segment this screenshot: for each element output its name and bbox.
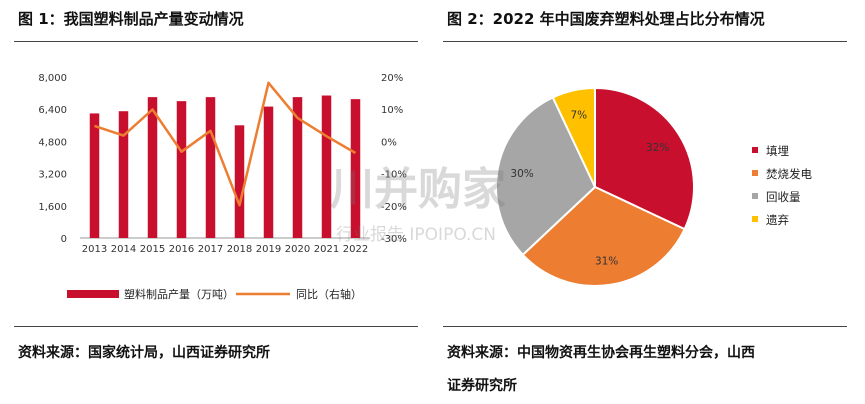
right-chart-source-line1: 资料来源：中国物资再生协会再生塑料分会，山西 xyxy=(447,345,755,361)
pie-value-label: 32% xyxy=(646,142,669,154)
pie-legend-label: 回收量 xyxy=(766,190,801,204)
production-bar xyxy=(176,101,187,239)
pie-value-labels: 32% 31% 30% 7% xyxy=(510,110,669,268)
left-chart-title: 图 1：我国塑料制品产量变动情况 xyxy=(18,10,244,28)
right-chart-title: 图 2：2022 年中国废弃塑料处理占比分布情况 xyxy=(447,10,765,28)
pie-slice xyxy=(551,86,596,188)
pie-slice xyxy=(594,86,695,231)
left-chart-source: 资料来源：国家统计局，山西证券研究所 xyxy=(18,345,270,361)
production-bar xyxy=(292,97,303,238)
production-bar xyxy=(350,99,361,238)
legend-bar-swatch xyxy=(67,290,119,298)
left-axis-tick: 3,200 xyxy=(38,170,67,181)
pie-value-label: 7% xyxy=(570,110,587,122)
watermark-brand: 川并购家 xyxy=(330,164,506,215)
production-bar xyxy=(321,95,332,238)
right-chart-source-line2: 证券研究所 xyxy=(447,378,517,394)
right-title-rule xyxy=(443,41,847,42)
x-axis-tick: 2014 xyxy=(111,244,136,255)
production-bar xyxy=(118,111,129,238)
combo-legend: 塑料制品产量（万吨） 同比（右轴） xyxy=(67,287,362,301)
production-bar xyxy=(147,97,158,238)
x-axis-tick: 2013 xyxy=(82,244,107,255)
left-axis-tick: 8,000 xyxy=(38,73,67,84)
bar-series xyxy=(89,95,361,239)
production-bar xyxy=(205,97,216,238)
production-bar xyxy=(263,106,274,238)
production-bar xyxy=(234,125,245,238)
x-axis-tick: 2019 xyxy=(256,244,281,255)
pie-legend-label: 填埋 xyxy=(766,144,789,158)
pie-value-label: 31% xyxy=(595,255,618,267)
left-axis-tick: 4,800 xyxy=(38,137,67,148)
pie-legend-label: 焚烧发电 xyxy=(766,167,812,181)
pie-slice xyxy=(495,96,597,257)
left-axis-tick: 1,600 xyxy=(38,202,67,213)
x-axis-tick: 2021 xyxy=(314,244,339,255)
watermark-site: 行业报告 IPOIPO.CN xyxy=(336,225,496,245)
legend-bar-label: 塑料制品产量（万吨） xyxy=(124,287,234,301)
right-axis-tick: -20% xyxy=(381,202,407,213)
left-axis-tick: 6,400 xyxy=(38,105,67,116)
watermark: 川并购家 行业报告 IPOIPO.CN xyxy=(330,164,506,245)
right-axis-tick: 10% xyxy=(381,105,403,116)
x-axis-tick: 2017 xyxy=(198,244,223,255)
x-axis-tick: 2015 xyxy=(140,244,165,255)
pie-legend-label: 遗弃 xyxy=(766,213,789,227)
right-axis-tick-labels: 20% 10% 0% -10% -20% -30% xyxy=(381,73,407,245)
right-axis-tick: 20% xyxy=(381,73,403,84)
pie-slice xyxy=(521,185,686,288)
pie-value-label: 30% xyxy=(510,168,533,180)
right-axis-tick: -30% xyxy=(381,234,407,245)
right-source-rule xyxy=(443,326,847,327)
x-axis-tick: 2016 xyxy=(169,244,194,255)
legend-line-label: 同比（右轴） xyxy=(296,287,362,301)
production-bar xyxy=(89,113,100,238)
x-axis-tick-labels: 2013 2014 2015 2016 2017 2018 2019 2020 2021 2022 xyxy=(82,244,368,255)
pie-slices xyxy=(495,86,695,288)
pie-legend-swatch xyxy=(752,170,758,176)
left-axis-tick-labels: 8,000 6,400 4,800 3,200 1,600 0 xyxy=(38,73,67,245)
left-title-rule xyxy=(14,41,418,42)
pie-legend-swatch xyxy=(752,216,758,222)
x-axis-tick: 2018 xyxy=(227,244,252,255)
combo-chart: 8,000 6,400 4,800 3,200 1,600 0 20% 10% 0% -10% -… xyxy=(38,73,407,301)
x-axis-tick: 2022 xyxy=(343,244,368,255)
left-axis-tick: 0 xyxy=(61,234,67,245)
right-axis-tick: 0% xyxy=(381,137,397,148)
x-axis-tick: 2020 xyxy=(285,244,310,255)
left-source-rule xyxy=(14,326,418,327)
pie-legend-swatch xyxy=(752,147,758,153)
yoy-line-series xyxy=(94,81,357,207)
right-axis-tick: -10% xyxy=(381,170,407,181)
pie-legend-swatch xyxy=(752,193,758,199)
